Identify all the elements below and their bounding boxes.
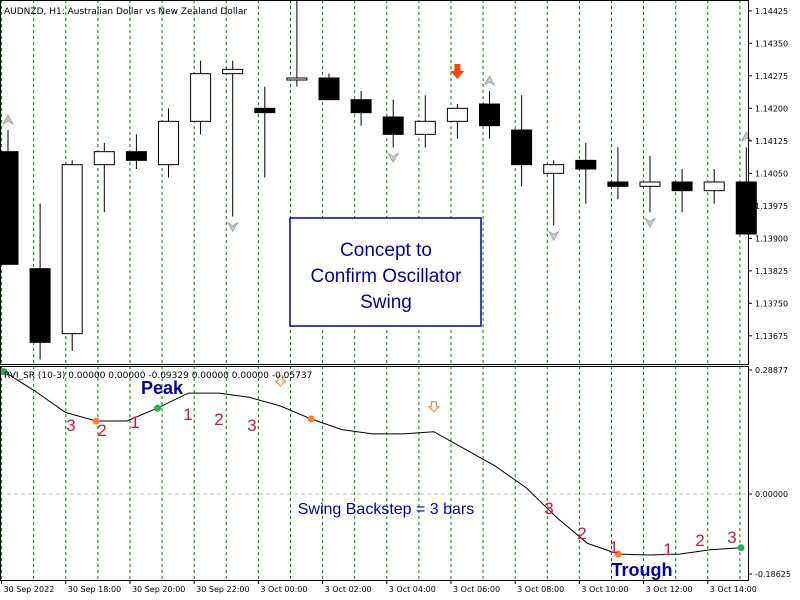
swing-count-label: 3 — [544, 499, 553, 518]
time-tick-label: 3 Oct 08:00 — [517, 585, 564, 594]
fractal-up-arrow — [483, 75, 496, 86]
open-down-arrow — [274, 375, 287, 387]
swing-count-label: 2 — [695, 531, 704, 550]
price-candles — [0, 0, 757, 360]
time-tick-label: 3 Oct 10:00 — [581, 585, 628, 594]
price-tick-label: 1.13750 — [755, 299, 788, 308]
time-tick-label: 3 Oct 06:00 — [453, 585, 500, 594]
time-tick-label: 3 Oct 04:00 — [389, 585, 436, 594]
open-down-arrow — [427, 401, 441, 413]
bull-candle — [286, 77, 308, 81]
fractal-down-arrow — [644, 217, 656, 228]
time-tick-label: 30 Sep 22:00 — [196, 585, 249, 594]
time-tick-label: 3 Oct 14:00 — [710, 585, 757, 594]
bear-candle — [479, 103, 500, 127]
bear-candle — [0, 151, 19, 265]
concept-line-3: Swing — [360, 292, 412, 313]
time-tick-label: 3 Oct 02:00 — [325, 585, 372, 594]
oscillator-end-dot — [737, 544, 745, 552]
backstep-label: Swing Backstep = 3 bars — [298, 501, 475, 518]
bear-candle — [125, 151, 147, 161]
price-tick-label: 1.14125 — [755, 137, 788, 146]
fractal-down-arrow — [547, 230, 560, 241]
price-tick-label: 1.13900 — [755, 234, 788, 243]
peak-dot — [154, 404, 162, 412]
swing-count-label: 3 — [247, 416, 256, 435]
fractal-up-arrow — [2, 114, 14, 125]
bull-candle — [543, 164, 565, 174]
price-tick-label: 1.13675 — [755, 332, 788, 341]
swing-count-label: 1 — [663, 540, 672, 559]
main-panel-frame — [0, 0, 749, 365]
bear-candle — [350, 99, 372, 114]
time-tick-label: 3 Oct 12:00 — [646, 585, 693, 594]
bull-candle — [61, 164, 83, 335]
time-tick-label: 3 Oct 00:00 — [260, 585, 307, 594]
bear-candle — [29, 268, 51, 343]
swing-count-label: 2 — [214, 410, 223, 429]
indicator-tick-label: -0.18625 — [755, 570, 791, 579]
bear-candle — [254, 107, 276, 114]
bear-candle — [735, 181, 757, 235]
price-tick-label: 1.14200 — [755, 104, 788, 113]
time-tick-label: 30 Sep 20:00 — [132, 585, 185, 594]
bull-candle — [190, 73, 212, 122]
swing-count-label: 3 — [66, 416, 75, 435]
swing-count-label: 3 — [727, 528, 736, 547]
oscillator-plot: 3 2 1 1 2 3 3 2 1 1 2 3 — [0, 368, 745, 559]
bull-candle — [414, 120, 436, 135]
bear-candle — [671, 181, 693, 192]
main-chart-header: AUDNZD, H1: Australian Dollar vs New Zea… — [4, 7, 247, 17]
trough-dot — [614, 550, 622, 558]
time-tick-label: 30 Sep 2022 — [4, 585, 55, 594]
bull-candle — [703, 181, 725, 192]
trough-label: Trough — [612, 560, 673, 580]
indicator-header: RVI_SR (10-3) 0.00000 0.00000 -0.09329 0… — [4, 371, 312, 381]
bear-candle — [575, 159, 597, 170]
price-tick-label: 1.14275 — [755, 72, 788, 81]
swing-high-dot — [307, 415, 315, 423]
bear-candle — [382, 116, 404, 135]
price-tick-label: 1.14425 — [755, 7, 788, 16]
indicator-tick-label: 0.28877 — [755, 366, 788, 375]
swing-count-label: 1 — [130, 413, 139, 432]
peak-label: Peak — [141, 378, 184, 398]
indicator-tick-label: 0.00000 — [755, 490, 788, 499]
swing-count-label: 1 — [183, 405, 192, 424]
axes: 1.14425 1.14350 1.14275 1.14200 1.14125 1.140… — [0, 0, 791, 594]
bull-candle — [446, 107, 468, 122]
fractal-arrows — [2, 64, 753, 241]
swing-count-label: 1 — [609, 538, 618, 557]
concept-box — [289, 217, 482, 327]
swing-high-dot — [92, 417, 100, 425]
concept-line-2: Confirm Oscillator — [311, 266, 463, 287]
bull-candle — [639, 181, 661, 187]
price-tick-label: 1.13825 — [755, 267, 788, 276]
bear-candle — [607, 181, 629, 187]
price-tick-label: 1.14350 — [755, 39, 788, 48]
bear-candle — [318, 77, 340, 101]
signal-down-arrow — [450, 64, 465, 79]
oscillator-end-dot — [0, 368, 8, 376]
bull-candle — [222, 68, 244, 75]
bear-candle — [511, 129, 533, 166]
concept-line-1: Concept to — [340, 240, 432, 261]
swing-count-label: 2 — [97, 421, 106, 440]
time-tick-label: 30 Sep 18:00 — [68, 585, 121, 594]
indicator-panel-frame — [0, 366, 749, 581]
price-tick-label: 1.13975 — [755, 202, 788, 211]
fractal-down-arrow — [226, 221, 239, 233]
swing-count-label: 2 — [577, 524, 586, 543]
fractal-down-arrow — [387, 152, 400, 163]
price-tick-label: 1.14050 — [755, 169, 788, 178]
bull-candle — [93, 151, 115, 166]
bull-candle — [158, 120, 179, 166]
